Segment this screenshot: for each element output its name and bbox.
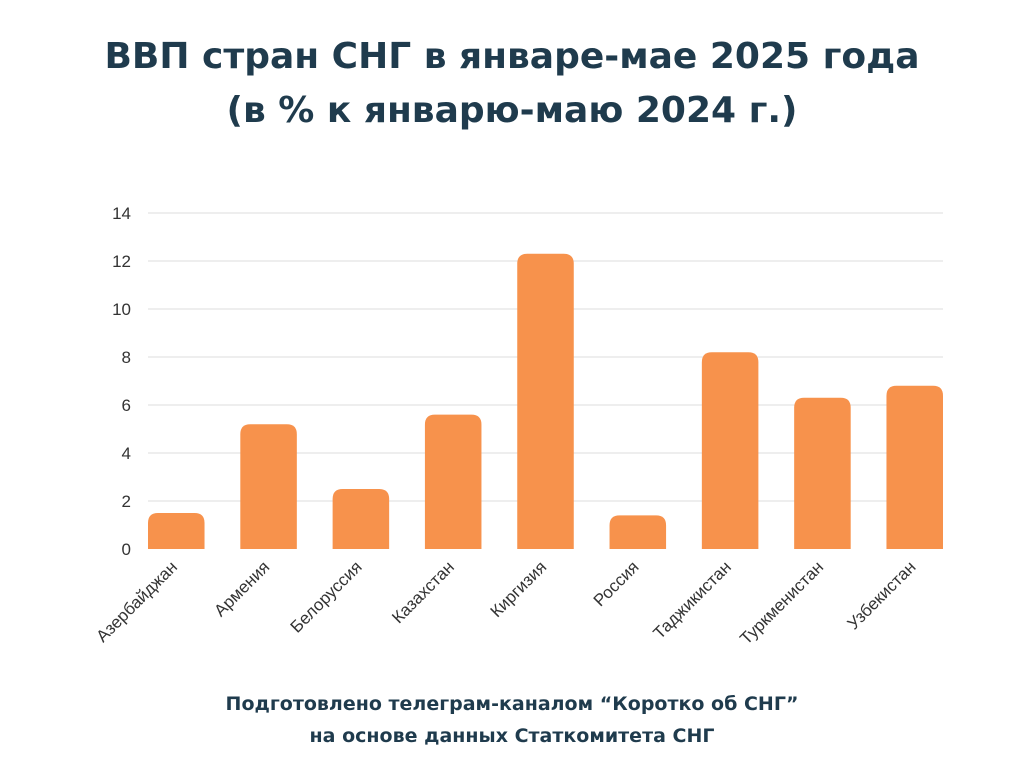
x-tick-label: Таджикистан [650,557,735,642]
x-tick-label: Белоруссия [287,557,366,636]
x-tick-label: Россия [590,557,643,610]
y-tick-label: 2 [122,492,131,511]
y-tick-label: 6 [122,396,131,415]
y-tick-label: 4 [122,444,131,463]
x-tick-label: Туркменистан [736,557,827,648]
bar-3 [332,489,390,549]
bar-2 [240,424,297,549]
bar-chart: 0 2 4 6 8 10 12 14 Азербайджан Армения Белоруссия… [92,204,943,648]
source-note-line-1: Подготовлено телеграм-каналом “Коротко о… [225,693,799,715]
bar-7 [701,352,759,549]
bar-6 [609,515,667,549]
chart-title-block: ВВП стран СНГ в январе-мае 2025 года (в … [0,30,1024,138]
x-tick-label: Узбекистан [844,557,920,633]
x-tick-label: Киргизия [487,557,551,621]
y-tick-label: 14 [112,204,131,223]
bar-4 [424,414,482,549]
y-tick-label: 0 [122,540,131,559]
chart-subtitle: (в % к январю-маю 2024 г.) [226,90,798,131]
source-note-line-2: на основе данных Статкомитета СНГ [309,725,715,747]
bar-5 [517,253,574,550]
y-tick-label: 10 [112,300,131,319]
bar-9 [886,385,943,549]
bars [148,253,943,550]
x-tick-label: Казахстан [388,557,458,627]
x-axis-labels: Азербайджан Армения Белоруссия Казахстан Кир… [92,557,919,648]
x-tick-label: Азербайджан [92,557,181,646]
chart-title: ВВП стран СНГ в январе-мае 2025 года [104,36,920,77]
y-tick-label: 12 [112,252,131,271]
bar-1 [148,513,205,549]
y-tick-label: 8 [122,348,131,367]
source-note: Подготовлено телеграм-каналом “Коротко о… [0,688,1024,752]
bar-8 [794,397,851,549]
y-axis-ticks: 0 2 4 6 8 10 12 14 [112,204,131,559]
x-tick-label: Армения [210,557,273,620]
